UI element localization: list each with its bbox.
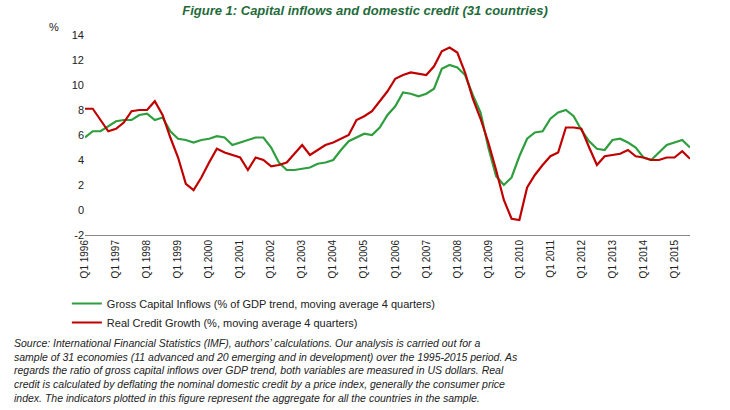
svg-text:Q1 2015: Q1 2015: [669, 240, 680, 279]
svg-text:Q1 2013: Q1 2013: [607, 240, 618, 279]
svg-text:Source: International Financia: Source: International Financial Statisti…: [14, 337, 518, 404]
svg-text:4: 4: [78, 154, 84, 166]
svg-text:Q1 1996: Q1 1996: [79, 240, 90, 279]
svg-text:Q1 2010: Q1 2010: [514, 240, 525, 279]
svg-text:Q1 2007: Q1 2007: [421, 240, 432, 279]
svg-text:2: 2: [78, 179, 84, 191]
svg-text:14: 14: [72, 29, 84, 41]
svg-text:Gross Capital Inflows (% of GD: Gross Capital Inflows (% of GDP trend, m…: [107, 298, 435, 310]
svg-text:10: 10: [72, 79, 84, 91]
svg-text:6: 6: [78, 129, 84, 141]
svg-text:Real Credit Growth (%, moving: Real Credit Growth (%, moving average 4 …: [107, 317, 358, 329]
svg-text:Q1 1997: Q1 1997: [110, 240, 121, 279]
svg-text:Q1 2012: Q1 2012: [576, 240, 587, 279]
svg-text:Q1 2014: Q1 2014: [638, 240, 649, 279]
svg-text:Q1 2002: Q1 2002: [265, 240, 276, 279]
svg-text:Q1 2000: Q1 2000: [203, 240, 214, 279]
svg-text:Q1 2001: Q1 2001: [234, 240, 245, 279]
svg-text:Q1 2009: Q1 2009: [483, 240, 494, 279]
svg-text:-2: -2: [74, 229, 84, 241]
svg-text:Figure 1: Capital inflows and: Figure 1: Capital inflows and domestic c…: [182, 3, 548, 18]
svg-text:Q1 2006: Q1 2006: [390, 240, 401, 279]
svg-text:Q1 2003: Q1 2003: [296, 240, 307, 279]
svg-text:Q1 2004: Q1 2004: [327, 240, 338, 279]
svg-text:Q1 1998: Q1 1998: [141, 240, 152, 279]
svg-text:%: %: [49, 21, 59, 33]
svg-text:0: 0: [78, 204, 84, 216]
svg-text:Q1 2008: Q1 2008: [452, 240, 463, 279]
svg-text:Q1 2011: Q1 2011: [545, 240, 556, 278]
svg-text:Q1 2005: Q1 2005: [358, 240, 369, 279]
svg-text:12: 12: [72, 54, 84, 66]
svg-text:Q1 1999: Q1 1999: [172, 240, 183, 279]
svg-text:8: 8: [78, 104, 84, 116]
